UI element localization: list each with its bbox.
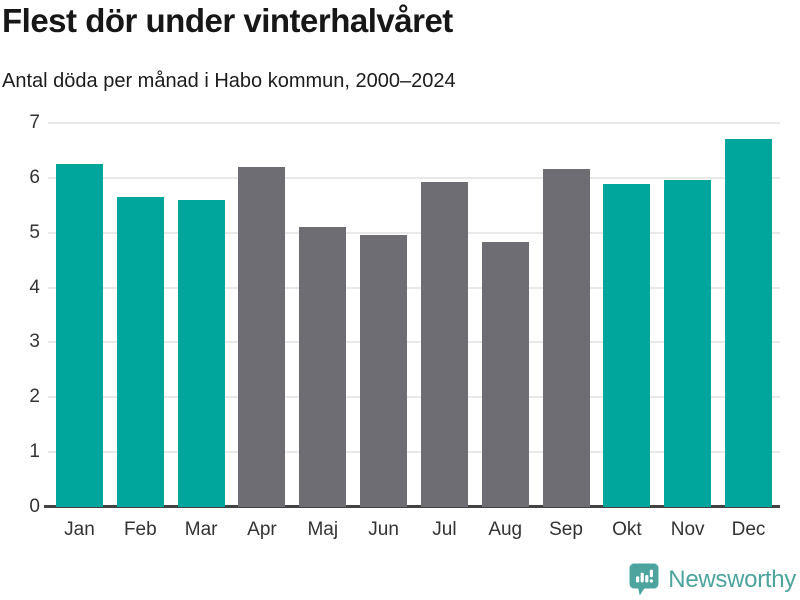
gridline-4 <box>48 286 780 289</box>
bar-dec <box>725 139 772 507</box>
newsworthy-logo: Newsworthy <box>629 563 796 596</box>
gridline-3 <box>48 341 780 344</box>
bar-maj <box>299 227 347 507</box>
y-tick-label-6: 6 <box>29 166 40 188</box>
y-tick-label-1: 1 <box>29 441 40 463</box>
plot-area: 0 1 2 3 4 5 6 7 Jan Feb Mar Apr Maj Jun Jul Aug Sep Okt No… <box>29 113 780 540</box>
bar-apr <box>238 166 286 507</box>
x-tick-label-okt: Okt <box>612 519 642 540</box>
x-tick-label-aug: Aug <box>488 519 523 540</box>
gridline-2 <box>48 396 780 399</box>
chart-subtitle: Antal döda per månad i Habo kommun, 2000… <box>2 70 456 92</box>
bar-feb <box>116 197 164 507</box>
x-tick-label-feb: Feb <box>123 519 157 540</box>
bar-jun <box>360 235 408 507</box>
x-tick-label-dec: Dec <box>731 519 766 540</box>
x-tick-label-mar: Mar <box>184 519 218 540</box>
bar-jul <box>420 182 468 507</box>
gridline-5 <box>48 231 780 234</box>
x-axis-line <box>44 505 780 508</box>
y-tick-label-3: 3 <box>29 331 40 353</box>
gridline-7 <box>48 122 780 124</box>
bar-nov <box>664 179 712 507</box>
newsworthy-logo-text: Newsworthy <box>668 565 796 593</box>
x-tick-label-nov: Nov <box>670 519 705 540</box>
chart-title: Flest dör under vinterhalvåret <box>2 2 453 39</box>
x-tick-label-apr: Apr <box>247 519 277 540</box>
gridline-6 <box>48 176 780 179</box>
x-tick-label-jul: Jul <box>432 519 457 540</box>
y-tick-label-2: 2 <box>29 386 40 408</box>
bar-aug <box>481 241 529 507</box>
x-tick-label-jun: Jun <box>368 519 399 540</box>
bar-jan <box>56 164 103 507</box>
y-tick-label-0: 0 <box>29 496 40 517</box>
x-tick-label-sep: Sep <box>549 519 583 540</box>
bar-okt <box>603 184 651 507</box>
x-tick-label-maj: Maj <box>307 519 339 540</box>
y-tick-label-4: 4 <box>29 276 40 298</box>
y-tick-label-7: 7 <box>29 112 40 133</box>
y-tick-label-5: 5 <box>29 221 40 243</box>
bar-mar <box>177 199 225 507</box>
bar-sep <box>542 169 590 507</box>
bar-chart-speech-bubble-icon <box>629 563 659 596</box>
x-tick-label-jan: Jan <box>64 519 95 540</box>
gridline-1 <box>48 451 780 454</box>
